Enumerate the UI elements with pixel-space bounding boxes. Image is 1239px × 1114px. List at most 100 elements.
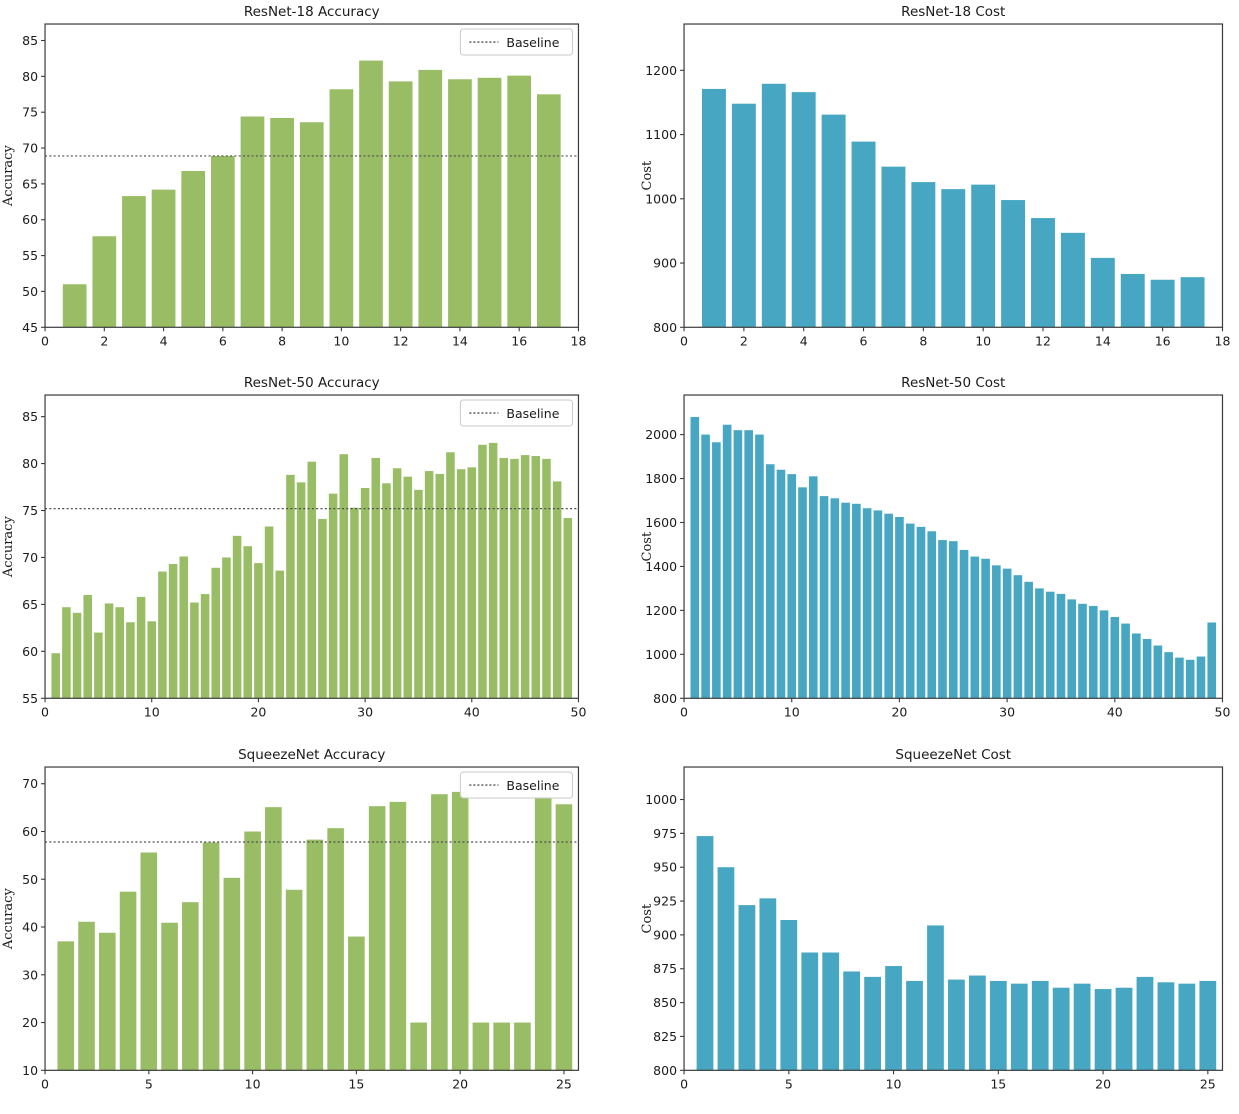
bar <box>531 456 541 699</box>
bar <box>1000 200 1025 328</box>
x-tick-label: 10 <box>885 1076 901 1091</box>
bar <box>446 452 455 699</box>
bar <box>507 75 532 328</box>
bar <box>1090 257 1115 328</box>
x-tick-label: 4 <box>799 333 807 348</box>
bar <box>456 469 466 699</box>
x-tick-label: 10 <box>975 333 991 348</box>
bar <box>51 653 60 699</box>
bar <box>510 459 519 699</box>
legend-label: Baseline <box>506 406 559 421</box>
bar <box>1099 610 1108 699</box>
bar <box>717 866 734 1070</box>
bar <box>1045 592 1055 699</box>
bar <box>210 155 235 328</box>
y-tick-label: 85 <box>22 409 38 424</box>
x-tick-label: 2 <box>100 333 108 348</box>
bar <box>493 1022 510 1070</box>
y-tick-label: 975 <box>653 826 677 841</box>
x-tick-label: 25 <box>1199 1076 1215 1091</box>
y-tick-label: 1400 <box>645 559 677 574</box>
x-tick-label: 6 <box>859 333 867 348</box>
x-tick-label: 10 <box>783 705 799 720</box>
bar <box>222 557 231 699</box>
bar <box>959 550 968 699</box>
bar <box>211 568 221 699</box>
y-tick-label: 60 <box>22 212 38 227</box>
y-tick-label: 900 <box>653 256 677 271</box>
bar <box>1002 568 1011 699</box>
bar <box>265 806 282 1070</box>
chart-squeezenet-cost: 800 825 850 875 900 925 950 975 1000 0 5 10 15 20 25 Sq… <box>640 747 1223 1091</box>
bar <box>299 122 324 328</box>
chart-title: SqueezeNet Accuracy <box>238 747 385 763</box>
bar <box>555 803 573 1070</box>
bar <box>731 103 756 328</box>
x-tick-label: 10 <box>144 705 160 720</box>
bar <box>161 922 178 1070</box>
chart-title: ResNet-18 Cost <box>901 4 1005 20</box>
bar <box>563 518 573 699</box>
bar <box>147 621 156 699</box>
bar <box>403 477 413 699</box>
bar <box>254 563 263 699</box>
plot-border <box>682 766 1223 1071</box>
bar <box>477 77 502 328</box>
bar <box>862 508 871 699</box>
bar <box>1077 604 1087 699</box>
x-tick-label: 4 <box>160 333 168 348</box>
y-tick-label: 70 <box>22 550 38 565</box>
y-tick-label: 70 <box>22 141 38 156</box>
bar <box>520 455 530 699</box>
y-tick-label: 50 <box>22 871 38 886</box>
bar <box>779 919 797 1070</box>
bar <box>339 454 349 699</box>
bar <box>1196 656 1205 699</box>
bar <box>472 1022 490 1070</box>
chart-title: ResNet-50 Accuracy <box>244 375 380 391</box>
subplot-resnet50-cost: 800 1000 1200 1400 1600 1800 2000 0 10 20 30 40 50 Re… <box>620 371 1239 742</box>
x-tick-label: 20 <box>250 705 266 720</box>
bar <box>776 470 785 699</box>
bar <box>1177 983 1195 1070</box>
x-tick-label: 20 <box>452 1076 468 1091</box>
x-tick-label: 30 <box>357 705 373 720</box>
bar <box>910 182 935 328</box>
bar <box>514 1022 531 1070</box>
bar <box>414 490 423 699</box>
bar <box>451 791 469 1070</box>
x-tick-label: 40 <box>464 705 480 720</box>
y-tick-label: 1800 <box>645 471 677 486</box>
bar <box>743 430 753 699</box>
bar <box>240 116 265 328</box>
y-tick-label: 70 <box>22 776 38 791</box>
bar <box>448 79 472 328</box>
bar <box>371 458 381 699</box>
bar <box>410 1022 427 1070</box>
y-tick-label: 40 <box>22 919 38 934</box>
bar <box>126 622 135 699</box>
bar <box>359 60 383 328</box>
bar <box>534 798 552 1070</box>
bar <box>488 443 498 699</box>
bar <box>970 556 979 699</box>
bar <box>873 510 882 699</box>
bar <box>761 83 786 328</box>
bar <box>270 117 294 328</box>
bar <box>711 442 721 699</box>
bar <box>754 434 764 699</box>
chart-resnet50-accuracy: 55 60 65 70 75 80 85 0 10 20 30 40 50 ResNet-50 Accur… <box>1 375 586 720</box>
bar <box>382 483 391 699</box>
bar <box>1131 633 1141 699</box>
bar <box>318 519 327 699</box>
bar <box>499 458 509 699</box>
bar <box>62 607 71 699</box>
bar <box>328 493 338 699</box>
bar <box>851 141 875 328</box>
bar <box>1109 617 1119 699</box>
legend-label: Baseline <box>506 35 559 50</box>
bar <box>1120 273 1145 328</box>
plot-border <box>682 23 1223 328</box>
bar <box>1185 660 1194 699</box>
x-tick-label: 10 <box>245 1076 261 1091</box>
